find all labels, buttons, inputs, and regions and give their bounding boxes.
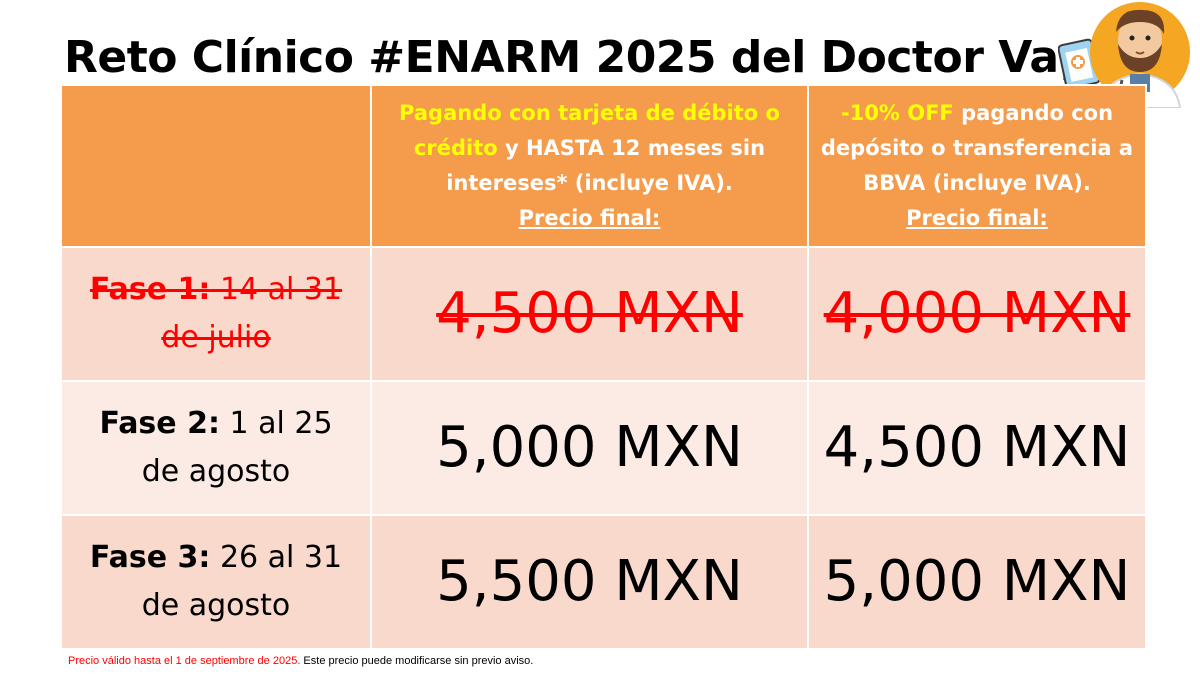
table-row: Fase 3: 26 al 31 de agosto 5,500 MXN 5,0…	[60, 514, 1147, 650]
phase-cell: Fase 1: 14 al 31 de julio	[60, 246, 372, 382]
table-header-row: Pagando con tarjeta de débito o crédito …	[60, 84, 1147, 248]
transfer-price: 4,000 MXN	[823, 281, 1131, 346]
transfer-price-cell: 4,500 MXN	[807, 380, 1147, 516]
transfer-discount-highlight: -10% OFF	[840, 101, 954, 125]
phase-label: Fase 1:	[89, 272, 211, 307]
transfer-final-price-label: Precio final:	[906, 206, 1048, 230]
card-payment-text: y HASTA 12 meses sin intereses* (incluye…	[446, 136, 766, 195]
card-final-price-label: Precio final:	[518, 206, 661, 230]
phase-label: Fase 2:	[99, 406, 220, 441]
phase-cell: Fase 3: 26 al 31 de agosto	[60, 514, 372, 650]
transfer-price: 4,500 MXN	[823, 415, 1131, 480]
phase-cell: Fase 2: 1 al 25 de agosto	[60, 380, 372, 516]
table-row: Fase 1: 14 al 31 de julio 4,500 MXN 4,00…	[60, 246, 1147, 382]
header-card-payment: Pagando con tarjeta de débito o crédito …	[370, 84, 809, 248]
card-price: 5,000 MXN	[436, 415, 743, 480]
phase-dates: 26 al 31 de agosto	[141, 540, 343, 623]
page-title: Reto Clínico #ENARM 2025 del Doctor Vago	[64, 32, 1120, 83]
footnote-disclaimer: Este precio puede modificarse sin previo…	[300, 655, 534, 667]
card-price-cell: 5,500 MXN	[370, 514, 809, 650]
transfer-price: 5,000 MXN	[823, 549, 1131, 614]
pricing-table: Pagando con tarjeta de débito o crédito …	[60, 84, 1147, 650]
header-empty-cell	[60, 84, 372, 248]
card-price-cell: 4,500 MXN	[370, 246, 809, 382]
transfer-payment-text: pagando con depósito o transferencia a B…	[820, 101, 1134, 195]
card-price: 4,500 MXN	[436, 281, 743, 346]
card-price: 5,500 MXN	[436, 549, 743, 614]
phase-dates: 14 al 31 de julio	[161, 272, 343, 355]
transfer-price-cell: 5,000 MXN	[807, 514, 1147, 650]
footnote: Precio válido hasta el 1 de septiembre d…	[68, 655, 533, 667]
phase-label: Fase 3:	[89, 540, 211, 575]
table-row: Fase 2: 1 al 25 de agosto 5,000 MXN 4,50…	[60, 380, 1147, 516]
header-transfer-payment: -10% OFF pagando con depósito o transfer…	[807, 84, 1147, 248]
card-price-cell: 5,000 MXN	[370, 380, 809, 516]
footnote-validity: Precio válido hasta el 1 de septiembre d…	[68, 655, 301, 667]
transfer-price-cell: 4,000 MXN	[807, 246, 1147, 382]
phase-dates: 1 al 25 de agosto	[141, 406, 333, 489]
card-payment-highlight: Pagando con tarjeta de débito o crédito	[399, 101, 780, 160]
